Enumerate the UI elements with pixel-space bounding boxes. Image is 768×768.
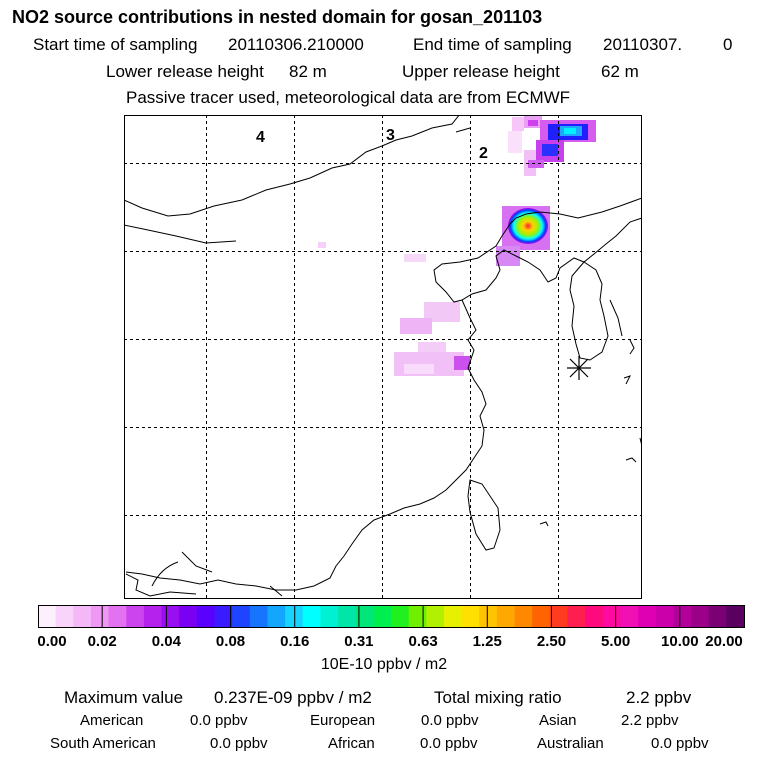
colorbar-cell bbox=[408, 606, 427, 627]
colorbar-cell bbox=[161, 606, 180, 627]
lower-height-label: Lower release height bbox=[106, 62, 264, 81]
colorbar-tick-label: 0.08 bbox=[215, 633, 246, 650]
source-name-european: European bbox=[310, 712, 376, 729]
coastlines bbox=[124, 115, 642, 597]
colorbar-cell bbox=[232, 606, 251, 627]
colorbar-tick-label: 0.63 bbox=[408, 633, 438, 650]
lower-height-value: 82 m bbox=[289, 62, 327, 81]
colorbar-tick-label: 0.31 bbox=[344, 633, 374, 650]
colorbar-cell bbox=[532, 606, 551, 627]
colorbar-cell bbox=[638, 606, 657, 627]
source-name-south-american: South American bbox=[50, 735, 156, 752]
end-time-value: 20110307. bbox=[603, 35, 683, 54]
upper-height-value: 62 m bbox=[601, 62, 639, 81]
colorbar-cell bbox=[214, 606, 233, 627]
colorbar-tick-label: 20.00 bbox=[705, 633, 743, 650]
colorbar-cell bbox=[514, 606, 533, 627]
colorbar-tick-label: 0.02 bbox=[87, 633, 117, 650]
colorbar-cell bbox=[426, 606, 445, 627]
colorbar-tick-label: 0.00 bbox=[37, 633, 67, 650]
end-time-label: End time of sampling bbox=[413, 35, 572, 54]
start-time-value: 20110306.210000 bbox=[228, 35, 364, 54]
colorbar-cell bbox=[338, 606, 357, 627]
colorbar-cell bbox=[373, 606, 392, 627]
colorbar-cell bbox=[602, 606, 622, 627]
colorbar-cell bbox=[320, 606, 339, 627]
colorbar-cell bbox=[567, 606, 586, 627]
source-value-australian: 0.0 ppbv bbox=[651, 735, 709, 752]
colorbar-cell bbox=[108, 606, 127, 627]
colorbar-cell bbox=[461, 606, 480, 627]
colorbar-cell bbox=[620, 606, 639, 627]
colorbar-cell bbox=[38, 606, 57, 627]
colorbar-cell bbox=[249, 606, 269, 627]
total-mixing-label: Total mixing ratio bbox=[434, 688, 562, 707]
colorbar-tick-label: 5.00 bbox=[601, 633, 631, 650]
colorbar-tick-label: 10.00 bbox=[661, 633, 699, 650]
region-label-4: 4 bbox=[256, 129, 265, 146]
colorbar-cell bbox=[143, 606, 163, 627]
colorbar-cell bbox=[196, 606, 216, 627]
tracer-note: Passive tracer used, meteorological data… bbox=[126, 88, 571, 107]
colorbar-cell bbox=[585, 606, 604, 627]
max-value: 0.237E-09 ppbv / m2 bbox=[214, 688, 372, 707]
colorbar-cell bbox=[179, 606, 198, 627]
colorbar-cell bbox=[391, 606, 410, 627]
max-value-label: Maximum value bbox=[64, 688, 184, 707]
source-value-american: 0.0 ppbv bbox=[190, 712, 248, 729]
source-value-african: 0.0 ppbv bbox=[420, 735, 478, 752]
colorbar-cell bbox=[55, 606, 74, 627]
colorbar-cell bbox=[496, 606, 516, 627]
colorbar-cell bbox=[285, 606, 304, 627]
map-frame bbox=[124, 115, 642, 599]
concentration-field bbox=[318, 116, 596, 376]
colorbar-tick-label: 0.16 bbox=[280, 633, 310, 650]
colorbar-cell bbox=[73, 606, 92, 627]
colorbar-tick-label: 0.04 bbox=[151, 633, 181, 650]
colorbar-cell bbox=[126, 606, 145, 627]
source-name-australian: Australian bbox=[537, 735, 604, 752]
colorbar-cell bbox=[355, 606, 374, 627]
region-label-2: 2 bbox=[479, 145, 488, 162]
colorbar-cell bbox=[673, 606, 692, 627]
source-value-european: 0.0 ppbv bbox=[421, 712, 479, 729]
region-label-3: 3 bbox=[386, 127, 395, 144]
colorbar-cell bbox=[655, 606, 674, 627]
colorbar-cell bbox=[302, 606, 321, 627]
end-time-suffix: 0 bbox=[723, 35, 733, 54]
total-mixing-value: 2.2 ppbv bbox=[626, 688, 692, 707]
colorbar-cell bbox=[708, 606, 727, 627]
source-name-american: American bbox=[80, 712, 144, 729]
start-time-label: Start time of sampling bbox=[33, 35, 198, 54]
colorbar-unit: 10E-10 ppbv / m2 bbox=[320, 656, 448, 673]
colorbar-cell bbox=[267, 606, 286, 627]
colorbar-cell bbox=[691, 606, 710, 627]
source-value-asian: 2.2 ppbv bbox=[621, 712, 679, 729]
colorbar-cell bbox=[90, 606, 110, 627]
map-gridlines bbox=[124, 115, 642, 599]
colorbar-cell bbox=[479, 606, 498, 627]
source-name-african: African bbox=[328, 735, 375, 752]
source-name-asian: Asian bbox=[539, 712, 577, 729]
colorbar-cell bbox=[549, 606, 569, 627]
upper-height-label: Upper release height bbox=[402, 62, 560, 81]
asterisk-receptor-icon bbox=[567, 356, 591, 380]
colorbar-cell bbox=[443, 606, 463, 627]
colorbar-tick-label: 1.25 bbox=[472, 633, 502, 650]
chart-title: NO2 source contributions in nested domai… bbox=[12, 7, 543, 27]
colorbar-cell bbox=[726, 606, 745, 627]
source-value-south-american: 0.0 ppbv bbox=[210, 735, 268, 752]
colorbar-tick-label: 2.50 bbox=[536, 633, 567, 650]
colorbar-frame bbox=[38, 605, 745, 628]
colorbar bbox=[38, 606, 745, 627]
